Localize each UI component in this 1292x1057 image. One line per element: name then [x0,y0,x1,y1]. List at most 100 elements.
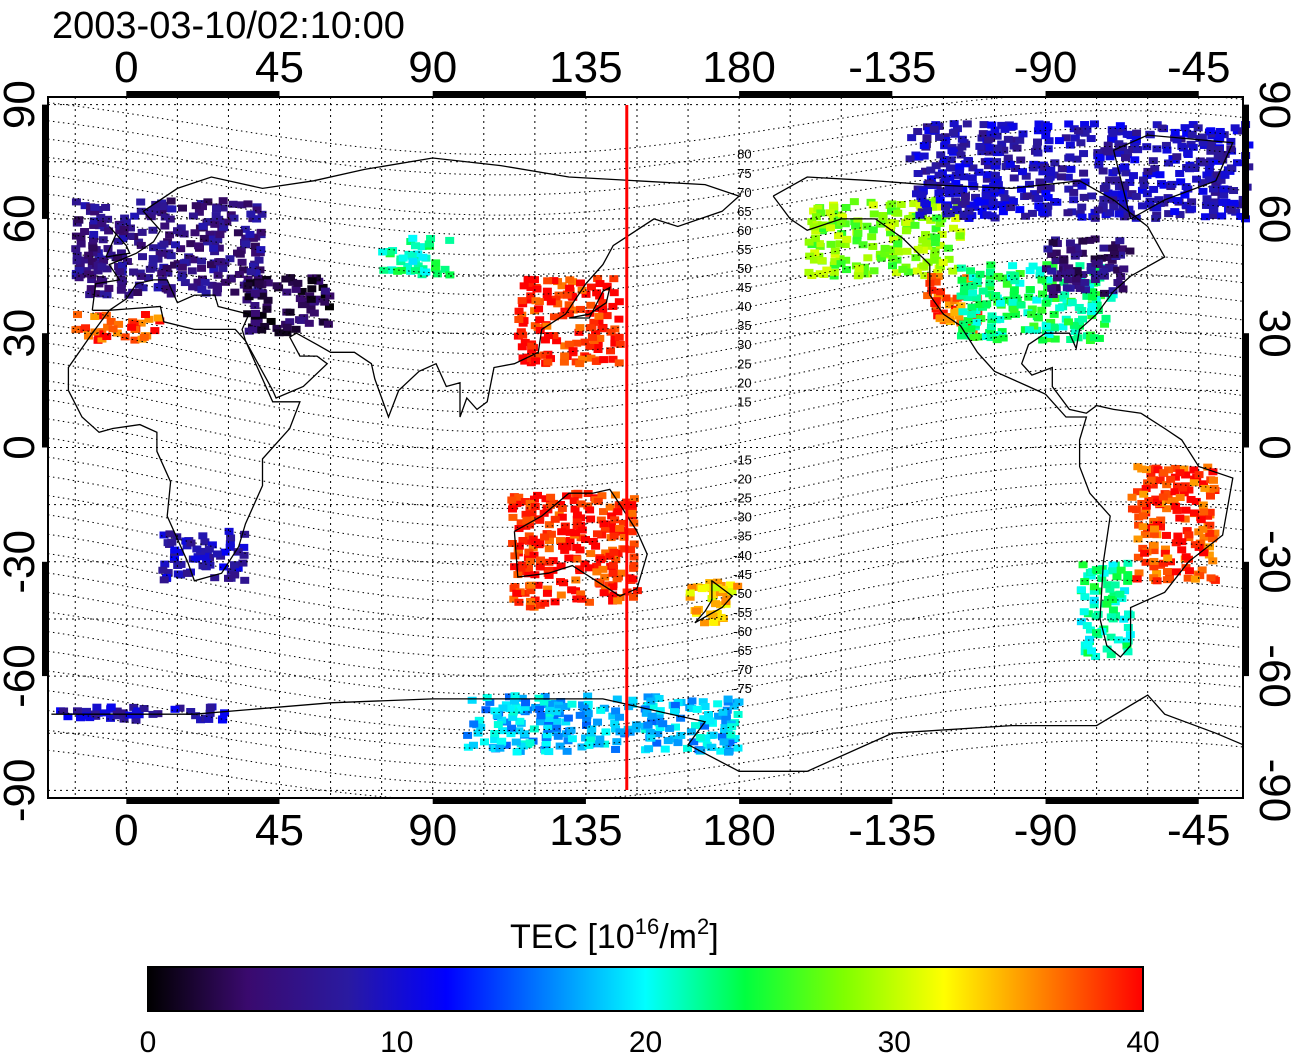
tec-cell [176,560,186,568]
tec-cell [643,701,653,709]
tec-cell [1054,137,1064,145]
tec-cell [968,289,978,297]
tec-cell [1190,541,1200,549]
tec-cell [445,271,455,279]
frame-tick-band [1243,104,1249,219]
tec-cell [1203,512,1213,520]
tec-cell [502,718,512,726]
tec-cell [734,698,744,706]
tec-cell [244,293,254,301]
tec-cell [200,553,210,561]
tec-cell [1047,267,1057,275]
tec-cell [103,215,113,223]
tec-cell [1095,153,1105,161]
tec-cell [608,561,618,569]
tec-cell [587,333,597,341]
tec-cell [721,598,731,606]
tec-cell [608,583,618,591]
tec-cell [599,520,609,528]
tec-cell [605,552,615,560]
tec-cell [410,267,420,275]
tec-cell [1103,189,1113,197]
tec-cell [193,278,203,286]
lat-tick-label-right: 30 [1250,309,1292,358]
tec-cell [956,302,966,310]
tec-cell [923,292,933,300]
tec-cell [160,222,170,230]
tec-cell [979,121,989,129]
tec-cell [620,545,630,553]
tec-cell [1182,527,1192,535]
tec-cell [552,724,562,732]
tec-cell [177,263,187,271]
tec-cell [226,534,236,542]
tec-cell [512,589,522,597]
tec-cell [218,715,228,723]
tec-cell [572,515,582,523]
tec-cell [188,212,198,220]
tec-cell [1003,135,1013,143]
tec-cell [285,318,295,326]
tec-cell [1015,136,1025,144]
tec-cell [609,275,619,283]
tec-cell [1080,286,1090,294]
lon-tick-label-bottom: 180 [702,806,775,855]
tec-cell [1024,293,1034,301]
frame-tick-band [1045,798,1199,804]
tec-cell [975,270,985,278]
tec-cell [968,282,978,290]
tec-cell [576,500,586,508]
tec-cell [1078,315,1088,323]
tec-cell [933,292,943,300]
tec-cell [1104,209,1114,217]
contour-label: -75 [733,681,752,696]
tec-cell [1125,247,1135,255]
tec-data-layer [56,120,1254,756]
tec-cell [413,250,423,258]
magnetic-contour [47,599,1244,677]
tec-cell [207,281,217,289]
tec-cell [1161,141,1171,149]
tec-cell [1161,531,1171,539]
tec-cell [586,283,596,291]
tec-cell [1061,134,1071,142]
tec-cell [200,538,210,546]
tec-cell [1220,171,1230,179]
tec-cell [1183,574,1193,582]
coastlines [51,134,1244,772]
tec-cell [868,226,878,234]
frame-tick-band [42,561,48,677]
tec-cell [585,342,595,350]
tec-cell [170,261,180,269]
tec-cell [1002,280,1012,288]
tec-cell [320,291,330,299]
tec-cell [665,724,675,732]
tec-cell [417,243,427,251]
tec-cell [1189,509,1199,517]
tec-cell [212,550,222,558]
tec-cell [94,312,104,320]
tec-cell [1048,291,1058,299]
tec-cell [511,738,521,746]
tec-cell [550,598,560,606]
tec-cell [533,491,543,499]
tec-cell [192,545,202,553]
tec-cell [1177,546,1187,554]
tec-cell [72,251,82,259]
tec-cell [1041,322,1051,330]
tec-cell [113,254,123,262]
tec-cell [986,323,996,331]
tec-cell [576,305,586,313]
tec-cell [1008,298,1018,306]
tec-cell [586,301,596,309]
tec-cell [727,723,737,731]
tec-cell [930,233,940,241]
tec-cell [230,288,240,296]
tec-cell [187,267,197,275]
tec-cell [1139,182,1149,190]
tec-cell [218,204,228,212]
tec-cell [120,333,130,341]
tec-cell [842,266,852,274]
tec-cell [1125,210,1135,218]
tec-cell [1142,171,1152,179]
